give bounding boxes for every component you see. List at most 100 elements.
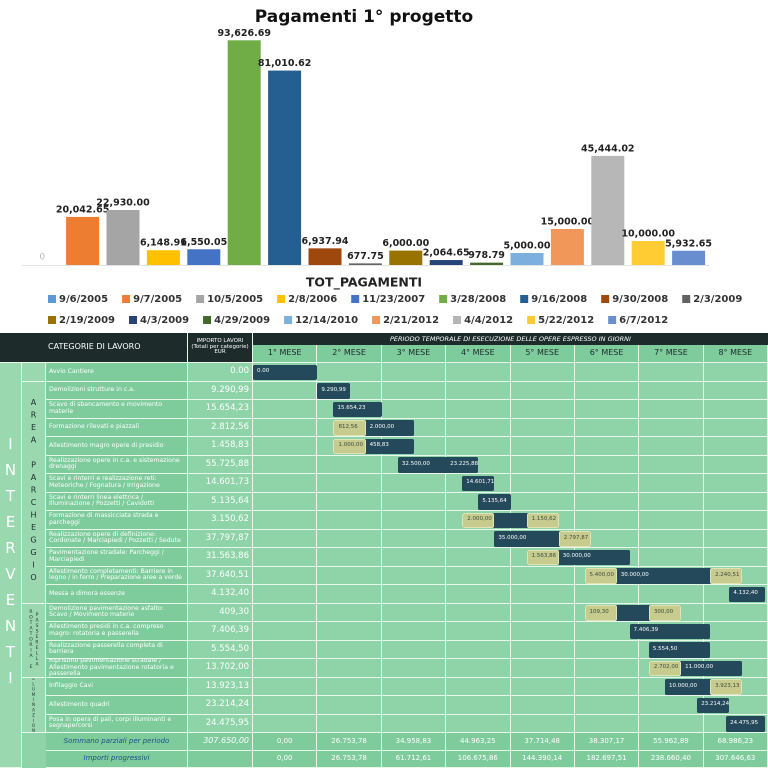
row-amount: 37.640,51 (188, 566, 253, 585)
gantt-cell: 32.500,00 (397, 457, 447, 473)
total-value: 26.753,78 (317, 733, 382, 751)
row-name: Realizzazione passerella completa di bar… (46, 640, 188, 659)
row-name: Formazione rilevati e piazzali (46, 418, 188, 437)
grid-cell (446, 585, 511, 604)
grid-cell (703, 437, 768, 456)
grid-cell (574, 640, 640, 659)
row-name: Scavi e rinterri linea elettrica / Illum… (46, 492, 188, 511)
legend-swatch (439, 295, 448, 303)
total-value: 37.714,48 (510, 733, 575, 751)
grid-cell (639, 696, 704, 715)
bar (146, 250, 180, 265)
bar (389, 250, 423, 265)
grid-cell (381, 696, 447, 715)
grid-cell (510, 659, 575, 678)
total-value: 44.963,25 (446, 733, 511, 751)
data-label: 6,148.91 (140, 238, 187, 249)
grid-cell (317, 529, 382, 548)
total-value: 106.675,86 (446, 750, 511, 768)
grid-cell (317, 696, 382, 715)
group-label: AREA PARCHEGGIO (22, 381, 46, 604)
gantt-cell: 812,56 (333, 420, 366, 436)
row-amount: 409,30 (188, 603, 253, 622)
chart: Pagamenti 1° progetto 0 20,042.6522,930.0… (22, 7, 742, 326)
row-name: Avvio Cantiere (46, 363, 188, 382)
grid-cell (574, 400, 640, 419)
group-label: ILLUMINAZIONE (22, 677, 46, 733)
row-amount: 1.458,83 (188, 437, 253, 456)
gantt-cell: 2.797,87 (558, 531, 591, 547)
row-amount: 24.475,95 (188, 714, 253, 733)
row-name: Allestimento presidi in c.a. compreso ma… (46, 622, 188, 641)
grid-cell (639, 511, 704, 530)
grid-cell (317, 455, 382, 474)
grid-cell (510, 400, 575, 419)
row-amount: 23.214,24 (188, 696, 253, 715)
total-value: 307.646,63 (703, 750, 768, 768)
bar (470, 262, 504, 265)
month-header: 8° MESE (703, 345, 768, 363)
grid-cell (510, 381, 575, 400)
gantt-cell: 0.00 (253, 364, 318, 380)
row-amount: 5.554,50 (188, 640, 253, 659)
legend-label: 9/6/2005 (59, 294, 108, 305)
bar (631, 241, 665, 265)
gantt-cell: 4.132,40 (729, 586, 765, 602)
gantt-cell: 300,00 (648, 605, 682, 621)
grid-cell (253, 418, 318, 437)
grid-cell (639, 455, 704, 474)
grid-cell (381, 548, 447, 567)
gantt-cell: 23.225,88 (446, 457, 479, 473)
legend-swatch (284, 316, 293, 324)
total-value: 34.958,83 (381, 733, 447, 751)
total-label: Importi progressivi (46, 750, 188, 768)
grid-cell (446, 677, 511, 696)
grid-cell (703, 548, 768, 567)
row-name: Posa in opera di pali, corpi illuminanti… (46, 714, 188, 733)
gantt-cell: 2.240,51 (710, 568, 743, 584)
gantt-cell: 24.475,95 (726, 716, 765, 732)
grid-cell (703, 363, 768, 382)
row-name: Formazione di massicciata strada e parch… (46, 511, 188, 530)
grid-cell (253, 548, 318, 567)
month-header: 7° MESE (639, 345, 704, 363)
gantt-cell: 23.214,24 (697, 697, 730, 713)
grid-cell (446, 566, 511, 585)
gantt-cell: 15.654,23 (333, 401, 382, 417)
grid-cell (317, 585, 382, 604)
grid-cell (574, 437, 640, 456)
grid-cell (317, 511, 382, 530)
total-value: 38.307,17 (574, 733, 640, 751)
grid-cell (510, 455, 575, 474)
data-label: 0 (39, 253, 45, 263)
legend-label: 2/3/2009 (693, 294, 742, 305)
row-name: Demolizioni strutture in c.a. (46, 381, 188, 400)
grid-cell (703, 603, 768, 622)
grid-cell (510, 474, 575, 493)
grid-cell (317, 677, 382, 696)
gantt-cell: 1.150,62 (526, 512, 559, 528)
grid-cell (381, 603, 447, 622)
grid-cell (510, 585, 575, 604)
row-name: Infilaggio Cavi (46, 677, 188, 696)
month-header: 3° MESE (381, 345, 447, 363)
grid-cell (253, 714, 318, 733)
month-header: 4° MESE (446, 345, 511, 363)
row-amount: 31.563,86 (188, 548, 253, 567)
bar (227, 40, 261, 265)
row-name: Scavi e rinterri e realizzazione reti: M… (46, 474, 188, 493)
grid-cell (446, 603, 511, 622)
bar (308, 248, 342, 265)
gantt-cell: 2.000,00 (365, 420, 414, 436)
row-name: Pavimentazione stradale: Parcheggi / Mar… (46, 548, 188, 567)
grid-cell (574, 455, 640, 474)
row-amount: 37.797,87 (188, 529, 253, 548)
legend-label: 9/30/2008 (612, 294, 668, 305)
category-header: CATEGORIE DI LAVORO (0, 333, 188, 363)
bar (591, 155, 625, 265)
grid-cell (317, 492, 382, 511)
gantt-cell: 10.000,00 (665, 679, 711, 695)
bar (348, 263, 382, 265)
legend-label: 5/22/2012 (538, 315, 594, 326)
grid-cell (639, 492, 704, 511)
